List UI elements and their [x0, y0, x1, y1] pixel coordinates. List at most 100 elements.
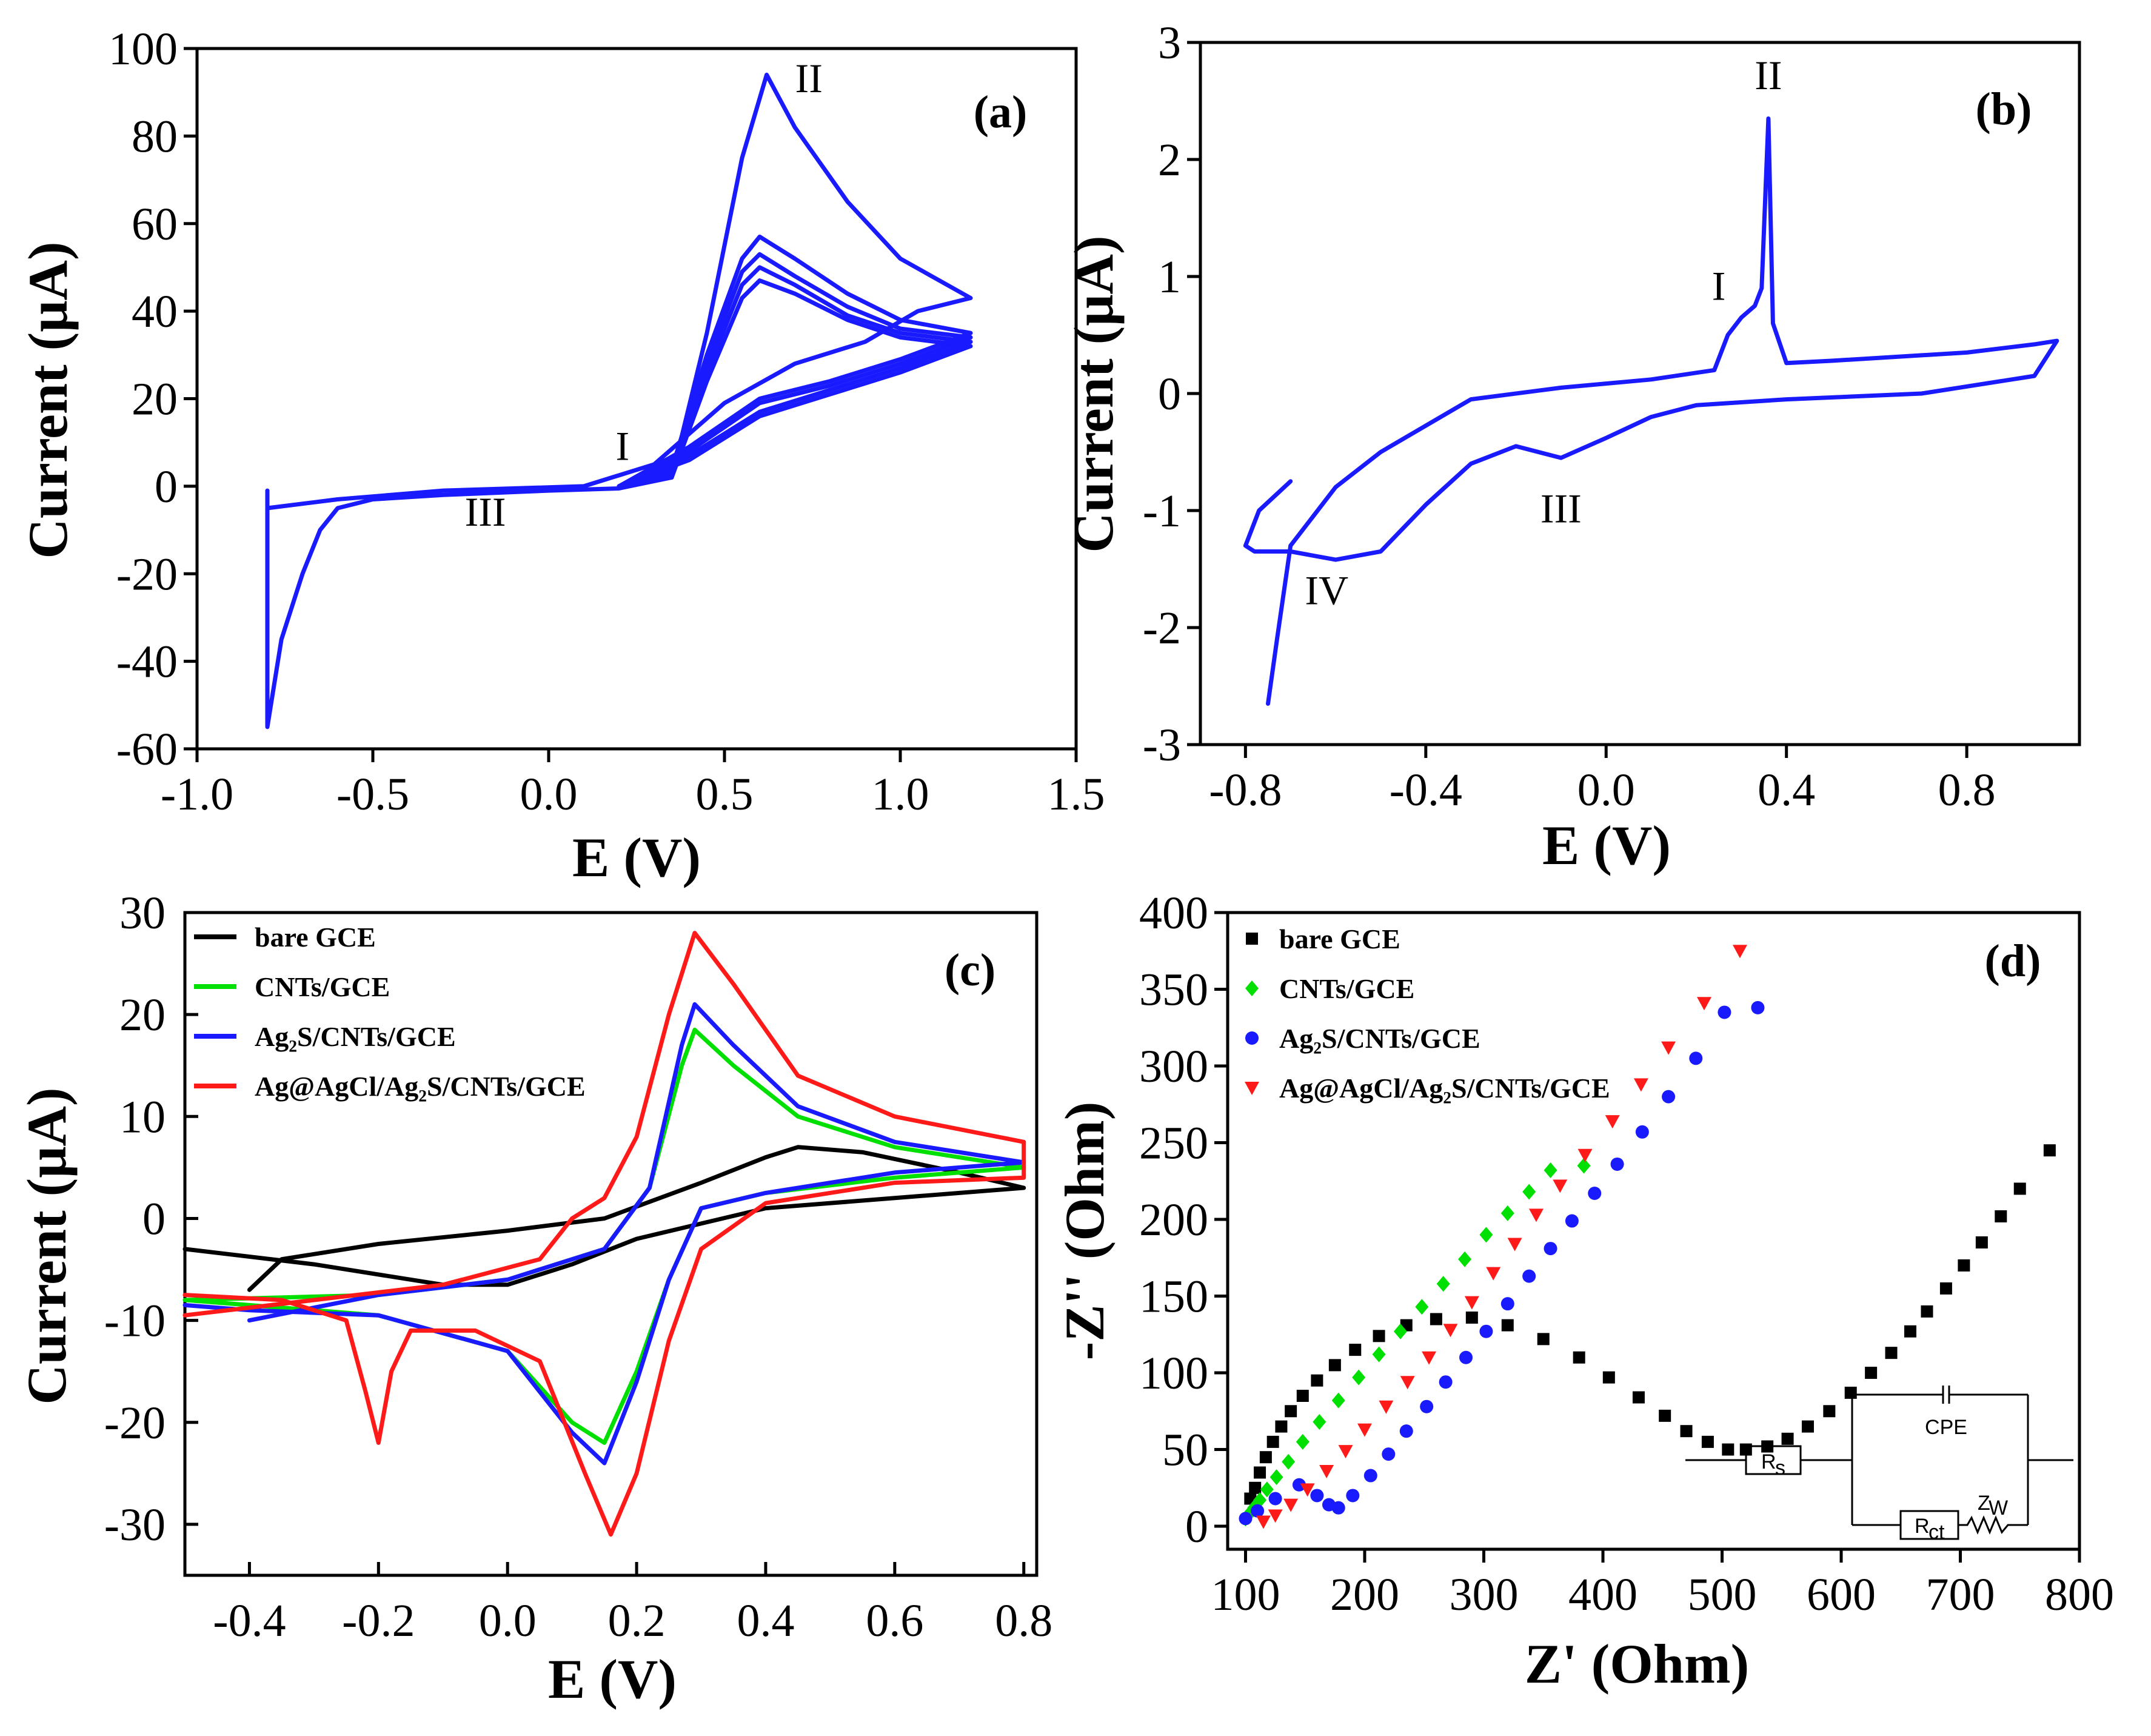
series-line-0: [1243, 116, 2059, 706]
data-point: [1479, 1324, 1493, 1338]
data-point: [1865, 1367, 1878, 1379]
data-point: [1259, 1451, 1272, 1464]
series-3: [1256, 945, 1747, 1529]
data-point: [1363, 1469, 1377, 1483]
data-point: [1400, 1376, 1415, 1390]
peak-annotation: II: [795, 55, 823, 101]
series-1: [1239, 1158, 1591, 1527]
y-tick-label: 3: [1158, 18, 1181, 69]
data-point: [1507, 1238, 1522, 1252]
legend-label: bare GCE: [1279, 923, 1400, 954]
data-point: [1722, 1443, 1735, 1456]
data-point: [1268, 1492, 1282, 1506]
data-point: [1958, 1259, 1970, 1272]
y-axis-title: Current (μA): [1063, 235, 1125, 552]
data-point: [1588, 1187, 1602, 1201]
data-point: [1328, 1359, 1341, 1372]
y-axis-title: Current (μA): [16, 1087, 78, 1404]
y-tick-label: -20: [104, 1398, 166, 1449]
peak-annotation: IV: [1305, 567, 1348, 613]
y-tick-label: 2: [1158, 135, 1181, 186]
data-point: [1313, 1414, 1326, 1430]
data-point: [1439, 1375, 1453, 1389]
data-point: [1823, 1405, 1836, 1418]
data-point: [1732, 945, 1747, 959]
x-axis-title: E (V): [572, 826, 701, 888]
data-point: [1680, 1425, 1693, 1438]
series-line-3: [617, 265, 973, 489]
data-point: [1373, 1330, 1385, 1342]
data-point: [1283, 1498, 1299, 1512]
data-point: [1372, 1346, 1386, 1362]
series-line-1: [617, 234, 973, 489]
data-point: [1292, 1478, 1306, 1492]
legend-label: CNTs/GCE: [1279, 973, 1414, 1004]
data-point: [1553, 1179, 1568, 1193]
data-point: [1522, 1269, 1536, 1283]
data-point: [1256, 1515, 1271, 1529]
y-tick-label: 0: [1158, 369, 1181, 420]
data-point: [1479, 1227, 1493, 1243]
x-tick-label: 100: [1211, 1569, 1280, 1620]
data-point: [1285, 1405, 1297, 1418]
y-tick-label: 80: [132, 111, 178, 162]
y-tick-label: 100: [1139, 1348, 1208, 1399]
x-tick-label: 200: [1330, 1569, 1399, 1620]
data-point: [1781, 1432, 1794, 1445]
peak-annotation: III: [1540, 485, 1582, 531]
x-tick-label: 1.0: [872, 769, 929, 820]
series-line-3: [182, 931, 1026, 1537]
data-point: [1399, 1424, 1413, 1438]
equivalent-circuit: Rs CPE Rct ZW: [1685, 1386, 2073, 1544]
data-point: [1610, 1157, 1624, 1171]
data-point: [1602, 1371, 1615, 1384]
data-point: [1352, 1369, 1366, 1386]
data-point: [1465, 1311, 1478, 1324]
y-tick-label: 50: [1162, 1425, 1208, 1476]
data-point: [1393, 1323, 1407, 1339]
panel-label: (a): [974, 87, 1028, 138]
data-point: [1718, 1005, 1731, 1019]
legend-label: Ag@AgCl/Ag₂S/CNTs/GCE: [255, 1071, 586, 1102]
y-tick-label: 0: [155, 461, 178, 512]
y-tick-label: -30: [104, 1500, 166, 1550]
peak-annotation: I: [1712, 263, 1726, 309]
data-point: [1349, 1344, 1362, 1356]
y-tick-label: -10: [104, 1296, 166, 1347]
y-axis-title: Current (μA): [17, 241, 79, 558]
data-point: [1251, 1504, 1265, 1518]
y-tick-label: -3: [1143, 720, 1181, 771]
y-tick-label: -2: [1143, 603, 1181, 654]
data-point: [1319, 1464, 1334, 1478]
data-point: [1311, 1374, 1323, 1387]
zw-label: Z: [1978, 1492, 1990, 1515]
x-axis-title: Z' (Ohm): [1525, 1633, 1750, 1695]
peak-annotation: I: [615, 423, 629, 469]
data-point: [1544, 1162, 1557, 1179]
plot-frame: [1226, 911, 2081, 1551]
data-point: [1464, 1296, 1479, 1310]
data-point: [1577, 1148, 1593, 1162]
data-point: [1522, 1184, 1536, 1200]
data-point: [1995, 1210, 2007, 1222]
data-point: [1282, 1453, 1296, 1470]
data-point: [1357, 1423, 1372, 1437]
y-tick-label: -1: [1143, 486, 1181, 537]
x-tick-label: 0.4: [737, 1595, 794, 1646]
data-point: [1379, 1400, 1394, 1414]
data-point: [1436, 1276, 1450, 1292]
y-tick-label: 300: [1139, 1041, 1208, 1092]
x-tick-label: 0.5: [696, 769, 754, 820]
y-tick-label: 200: [1139, 1195, 1208, 1245]
series-line-0: [182, 1145, 1026, 1292]
peak-annotation: III: [465, 489, 506, 535]
data-point: [1939, 1282, 1952, 1295]
x-tick-label: 0.0: [1577, 765, 1635, 816]
data-point: [1697, 997, 1712, 1011]
data-point: [1420, 1399, 1434, 1413]
data-point: [1844, 1386, 1857, 1399]
data-point: [1415, 1299, 1429, 1315]
y-tick-label: 1: [1158, 252, 1181, 303]
data-point: [1662, 1090, 1676, 1104]
